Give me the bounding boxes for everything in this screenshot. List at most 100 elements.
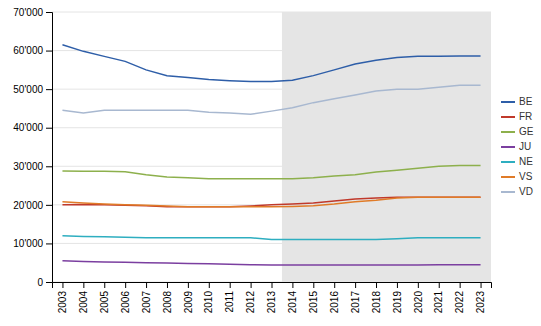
x-tick-label: 2006	[120, 291, 131, 314]
x-tick: 2023	[475, 282, 486, 313]
x-tick-label: 2016	[329, 291, 340, 314]
x-tick-mark	[230, 282, 231, 288]
y-axis-line	[46, 13, 53, 283]
legend-label: NE	[519, 156, 533, 167]
legend-item: FR	[501, 111, 532, 122]
series-line	[62, 197, 480, 207]
y-tick-label: 70'000	[13, 7, 43, 18]
y-tick-label: 40'000	[13, 122, 43, 133]
y-tick: 0	[37, 277, 52, 288]
x-tick-mark	[167, 282, 168, 288]
x-tick-label: 2004	[78, 291, 89, 314]
x-tick-label: 2010	[203, 291, 214, 314]
x-tick: 2015	[308, 282, 319, 313]
x-tick-mark	[397, 282, 398, 288]
x-tick: 2011	[224, 282, 235, 313]
x-tick: 2005	[99, 282, 110, 313]
legend-label: JU	[519, 141, 531, 152]
x-tick: 2014	[287, 282, 298, 313]
y-tick-mark	[46, 51, 52, 52]
x-tick: 2004	[78, 282, 89, 313]
series-line	[62, 166, 480, 179]
legend-swatch	[501, 131, 515, 133]
x-tick-mark	[83, 282, 84, 288]
legend-label: GE	[519, 126, 534, 137]
y-tick: 40'000	[13, 122, 52, 133]
y-tick-mark	[46, 205, 52, 206]
y-tick: 10'000	[13, 238, 52, 249]
y-tick-mark	[46, 89, 52, 90]
x-tick-label: 2007	[141, 291, 152, 314]
x-tick-mark	[62, 282, 63, 288]
x-tick-mark	[146, 282, 147, 288]
y-tick-mark	[46, 243, 52, 244]
y-tick: 60'000	[13, 45, 52, 56]
y-tick: 70'000	[13, 7, 52, 18]
x-tick-label: 2023	[475, 291, 486, 314]
y-tick-mark	[46, 282, 52, 283]
y-tick-label: 30'000	[13, 161, 43, 172]
x-axis: 2003 2004 2005 2006 2007 2008 2009 2010 2011 2012…	[53, 282, 492, 313]
legend-label: VS	[519, 171, 533, 182]
legend-swatch	[501, 161, 515, 163]
x-tick-label: 2008	[162, 291, 173, 314]
y-tick-label: 50'000	[13, 84, 43, 95]
x-tick-label: 2003	[57, 291, 68, 314]
y-tick-mark	[46, 128, 52, 129]
x-tick: 2009	[183, 282, 194, 313]
series-line	[62, 236, 480, 240]
x-tick-label: 2018	[371, 291, 382, 314]
x-tick: 2007	[141, 282, 152, 313]
x-tick-label: 2005	[99, 291, 110, 314]
legend-item: VD	[501, 186, 533, 197]
legend-label: FR	[519, 111, 532, 122]
legend-item: GE	[501, 126, 534, 137]
legend-swatch	[501, 101, 515, 103]
x-tick-mark	[125, 282, 126, 288]
y-tick-label: 10'000	[13, 238, 43, 249]
x-tick-label: 2019	[392, 291, 403, 314]
x-axis-line	[53, 283, 492, 289]
legend-item: VS	[501, 171, 533, 182]
y-axis: 0 10'000 20'000 30'000 40'000 50'000 60'000 70'…	[13, 7, 52, 288]
plot: 2003 2004 2005 2006 2007 2008 2009 2010 2011 2012…	[13, 7, 491, 314]
shaded-region	[282, 12, 491, 282]
x-tick: 2013	[266, 282, 277, 313]
y-tick-mark	[46, 166, 52, 167]
x-tick-mark	[104, 282, 105, 288]
x-tick-mark	[460, 282, 461, 288]
legend-swatch	[501, 146, 515, 148]
y-tick-mark	[46, 12, 52, 13]
legend: BE FR GE JU NE VS VD	[501, 96, 534, 197]
x-tick-label: 2014	[287, 291, 298, 314]
x-tick-label: 2017	[350, 291, 361, 314]
x-tick: 2012	[245, 282, 256, 313]
x-tick-label: 2009	[183, 291, 194, 314]
y-tick-label: 20'000	[13, 200, 43, 211]
x-tick-label: 2015	[308, 291, 319, 314]
x-tick-label: 2020	[413, 291, 424, 314]
legend-swatch	[501, 176, 515, 178]
x-tick-mark	[272, 282, 273, 288]
y-tick: 50'000	[13, 84, 52, 95]
x-tick-mark	[376, 282, 377, 288]
series-line	[62, 45, 480, 82]
x-tick-label: 2013	[266, 291, 277, 314]
chart: 2003 2004 2005 2006 2007 2008 2009 2010 2011 2012…	[0, 0, 541, 326]
x-tick: 2017	[350, 282, 361, 313]
x-tick: 2016	[329, 282, 340, 313]
legend-swatch	[501, 116, 515, 118]
x-tick-mark	[209, 282, 210, 288]
x-tick-mark	[334, 282, 335, 288]
legend-label: BE	[519, 96, 533, 107]
x-tick-label: 2021	[433, 291, 444, 314]
x-tick: 2021	[433, 282, 444, 313]
series-line	[62, 85, 480, 114]
x-tick: 2003	[57, 282, 68, 313]
x-tick-mark	[439, 282, 440, 288]
x-tick-mark	[313, 282, 314, 288]
legend-item: JU	[501, 141, 531, 152]
x-tick: 2008	[162, 282, 173, 313]
x-tick-label: 2022	[454, 291, 465, 314]
x-tick-mark	[418, 282, 419, 288]
